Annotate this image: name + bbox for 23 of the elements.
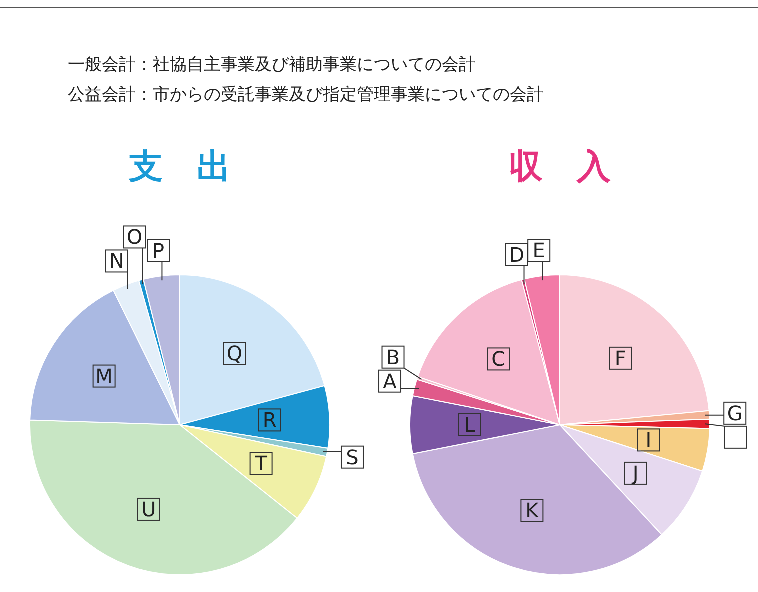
chart-title: 収 入: [509, 147, 612, 187]
slice-label: L: [464, 413, 476, 437]
slice-label: T: [254, 452, 268, 476]
text: 一般会計：社協自主事業及び補助事業についての会計: [68, 55, 476, 75]
slice-label: G: [727, 401, 743, 426]
slice-label: B: [386, 345, 400, 370]
slice-label: D: [509, 242, 525, 267]
slice-label: E: [532, 238, 546, 263]
slice-label: Q: [226, 342, 243, 366]
slice-label: K: [526, 498, 540, 523]
slice-label: O: [126, 225, 143, 250]
slice-label: C: [492, 347, 506, 372]
text: 公益会計：市からの受託事業及び指定管理事業についての会計: [68, 85, 544, 105]
slice-label: P: [152, 238, 165, 263]
slice-label: F: [614, 346, 626, 370]
slice-label: U: [142, 497, 156, 522]
slice-label: S: [346, 445, 359, 470]
slice-label: R: [262, 408, 277, 432]
slice-label: A: [383, 369, 398, 394]
slice-label: I: [646, 428, 652, 452]
slice-label: N: [109, 249, 124, 274]
slice-label: J: [630, 461, 639, 486]
chart-title: 支 出: [128, 147, 231, 187]
